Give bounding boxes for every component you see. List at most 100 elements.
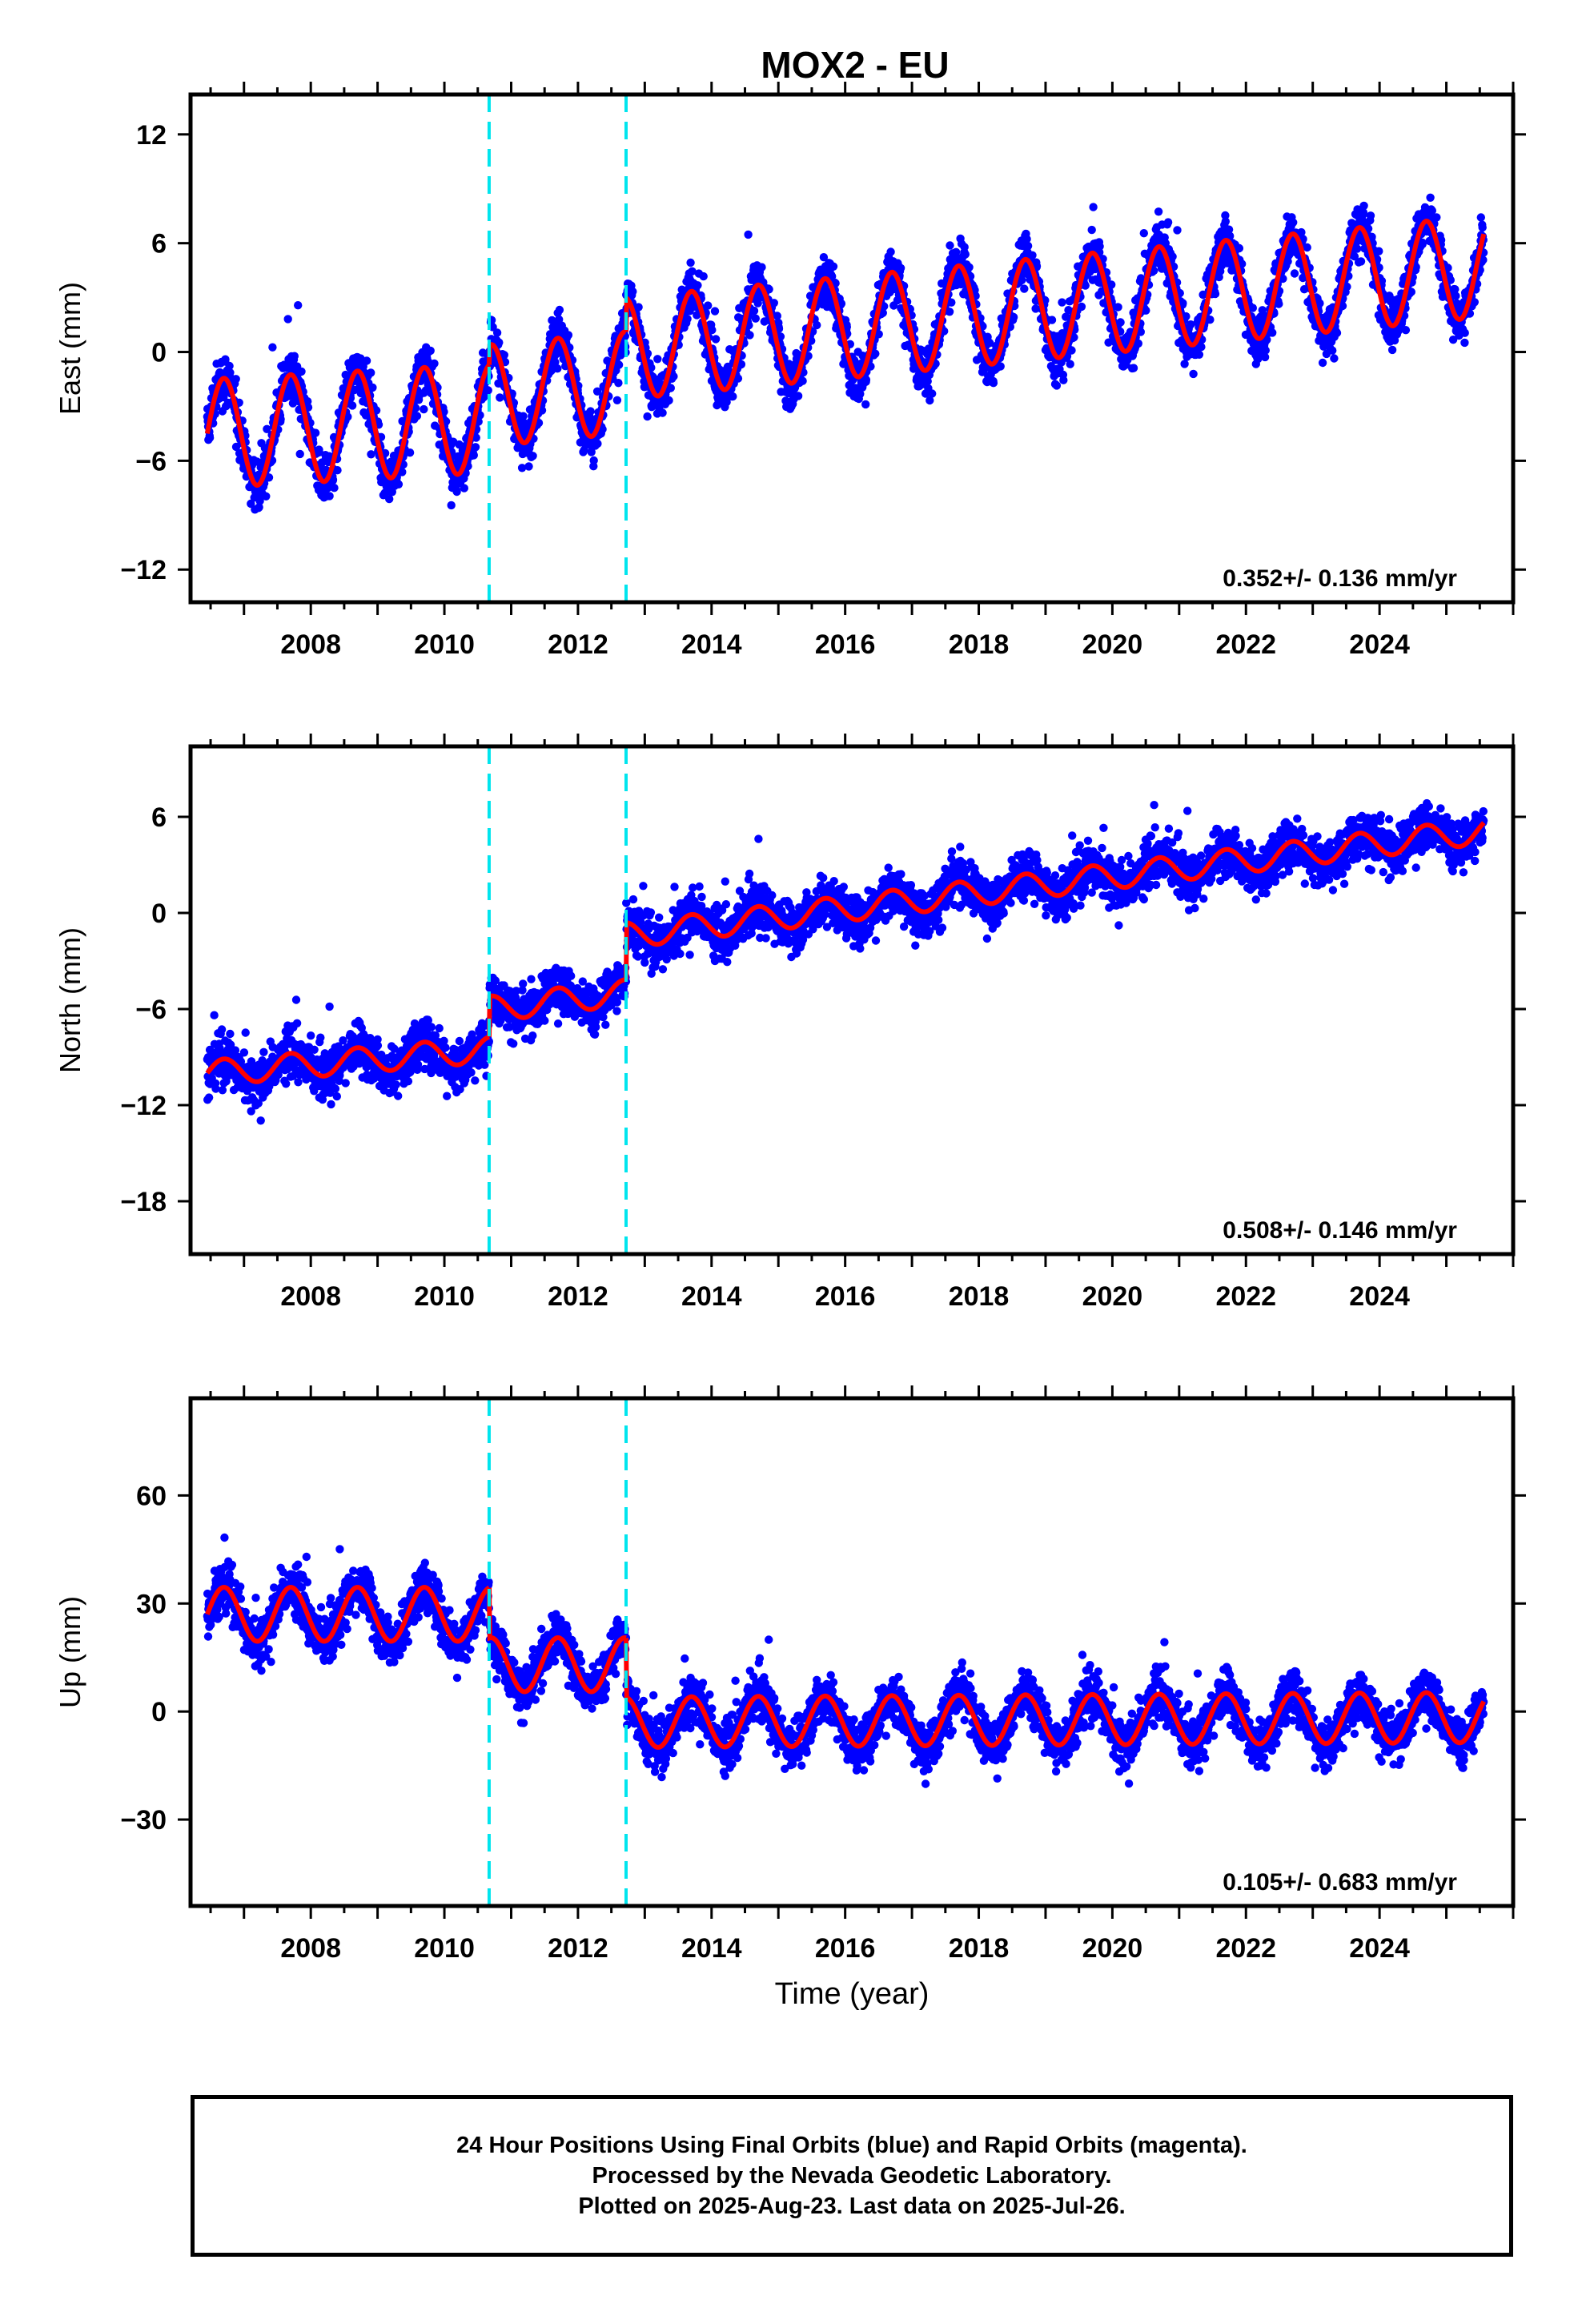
data-point: [1268, 328, 1277, 337]
data-point: [1077, 302, 1086, 312]
data-point: [587, 448, 596, 456]
data-point: [426, 346, 435, 356]
data-point: [1206, 316, 1215, 324]
plot-frame: [188, 92, 1516, 605]
data-point: [303, 397, 312, 406]
data-point: [553, 364, 562, 373]
data-point: [221, 355, 230, 364]
data-point: [247, 499, 255, 509]
data-point: [1366, 211, 1375, 220]
data-point: [1248, 304, 1258, 312]
data-point: [500, 351, 508, 360]
data-point: [225, 361, 234, 371]
data-point: [586, 407, 595, 416]
data-point: [757, 263, 766, 271]
data-point: [828, 271, 837, 281]
data-point: [965, 263, 974, 271]
data-point: [866, 362, 875, 371]
data-point: [1478, 223, 1487, 232]
data-point: [751, 314, 760, 323]
x-tick-label: 2018: [949, 629, 1010, 660]
data-point: [658, 408, 667, 417]
data-point: [1066, 360, 1074, 368]
data-point: [1047, 316, 1057, 324]
data-point: [1020, 284, 1029, 293]
data-point: [367, 450, 375, 459]
data-point: [612, 396, 622, 404]
data-point: [343, 412, 352, 421]
data-point: [484, 386, 492, 395]
data-point: [1023, 241, 1033, 251]
data-point: [737, 360, 746, 369]
data-point: [294, 1078, 303, 1087]
data-point: [551, 358, 560, 367]
x-tick-label: 2022: [1215, 629, 1276, 660]
data-point: [704, 301, 713, 310]
data-point: [614, 379, 623, 388]
data-point: [528, 452, 537, 460]
data-point: [804, 352, 813, 360]
data-point: [394, 480, 404, 489]
data-point: [226, 1029, 235, 1039]
data-point: [744, 230, 753, 239]
data-point: [325, 492, 334, 501]
data-point: [945, 308, 954, 316]
x-tick-label: 2024: [1349, 629, 1410, 660]
data-point: [471, 443, 480, 452]
data-point: [1163, 218, 1173, 227]
data-point: [793, 392, 803, 400]
data-point: [1087, 225, 1096, 235]
y-tick-label: 0: [151, 338, 167, 368]
data-point: [295, 449, 304, 459]
data-point: [1028, 251, 1037, 259]
data-point: [555, 305, 564, 315]
data-point: [1328, 346, 1337, 355]
data-point: [1052, 381, 1062, 390]
data-point: [749, 306, 759, 316]
data-point: [947, 298, 956, 307]
data-point: [871, 349, 880, 358]
data-point: [861, 400, 870, 409]
data-point: [362, 356, 371, 365]
data-point: [368, 383, 377, 392]
data-point: [819, 253, 829, 262]
data-point: [708, 325, 717, 335]
data-point: [699, 271, 708, 281]
data-point: [798, 376, 807, 385]
data-point: [412, 412, 422, 420]
chart-title: MOX2 - EU: [761, 44, 949, 86]
data-point: [259, 1047, 268, 1057]
data-point: [283, 315, 292, 324]
data-point: [1134, 339, 1143, 348]
data-point: [310, 1045, 319, 1055]
data-point: [1107, 280, 1116, 289]
data-point: [492, 328, 502, 337]
data-point: [430, 359, 439, 368]
data-point: [765, 285, 773, 294]
data-point: [495, 338, 504, 347]
data-point: [1235, 243, 1244, 253]
data-point: [878, 308, 888, 317]
data-point: [1195, 350, 1204, 359]
data-point: [1356, 257, 1366, 266]
data-point: [989, 379, 998, 388]
data-point: [960, 243, 969, 251]
data-point: [1353, 244, 1362, 253]
data-point: [294, 301, 303, 310]
data-point: [264, 473, 274, 482]
data-point: [842, 323, 852, 332]
data-point: [239, 1048, 249, 1057]
data-point: [519, 412, 528, 420]
data-point: [580, 445, 588, 455]
data-point: [1154, 207, 1163, 216]
data-point: [316, 1033, 325, 1042]
data-point: [647, 363, 656, 372]
data-point: [297, 367, 306, 376]
data-point: [460, 484, 468, 493]
data-point: [325, 1002, 334, 1011]
y-tick-label: −12: [120, 555, 167, 585]
data-point: [1460, 338, 1469, 348]
data-point: [472, 433, 480, 442]
data-point: [341, 1079, 350, 1088]
